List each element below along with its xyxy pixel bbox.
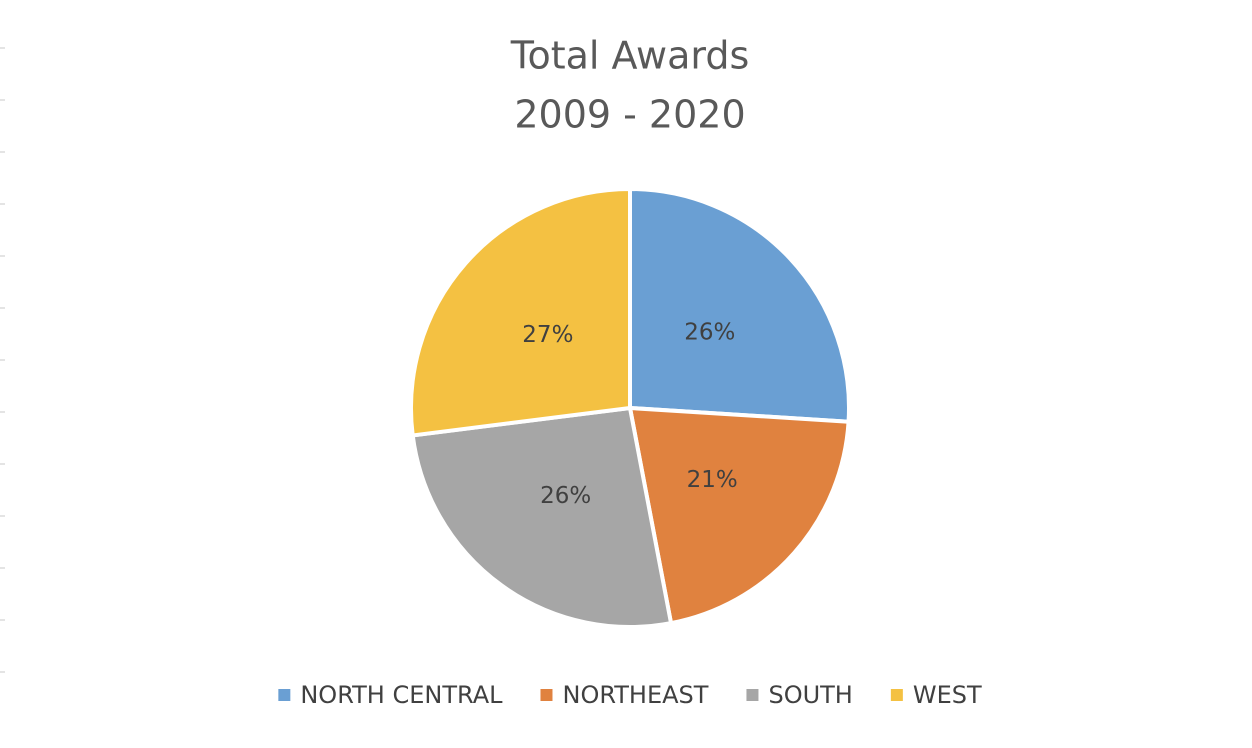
legend-label: NORTH CENTRAL — [300, 681, 503, 709]
pie-slice — [628, 186, 851, 424]
legend-swatch — [890, 689, 903, 701]
legend-swatch — [278, 689, 291, 701]
data-label: 26% — [684, 320, 735, 346]
legend-swatch — [540, 689, 553, 701]
pie-slice — [410, 405, 674, 629]
data-label: 21% — [687, 467, 738, 493]
chart-title: 2009 - 2020 — [514, 93, 745, 137]
pie-slice — [627, 405, 851, 626]
chart-title: Total Awards — [510, 34, 750, 78]
legend-label: NORTHEAST — [562, 681, 708, 709]
pie-slice — [409, 186, 632, 438]
legend-swatch — [746, 689, 759, 701]
data-label: 26% — [540, 483, 591, 509]
legend-label: WEST — [913, 681, 982, 709]
legend-label: SOUTH — [768, 681, 852, 709]
edge-marks — [0, 47, 5, 673]
data-label: 27% — [522, 322, 573, 348]
